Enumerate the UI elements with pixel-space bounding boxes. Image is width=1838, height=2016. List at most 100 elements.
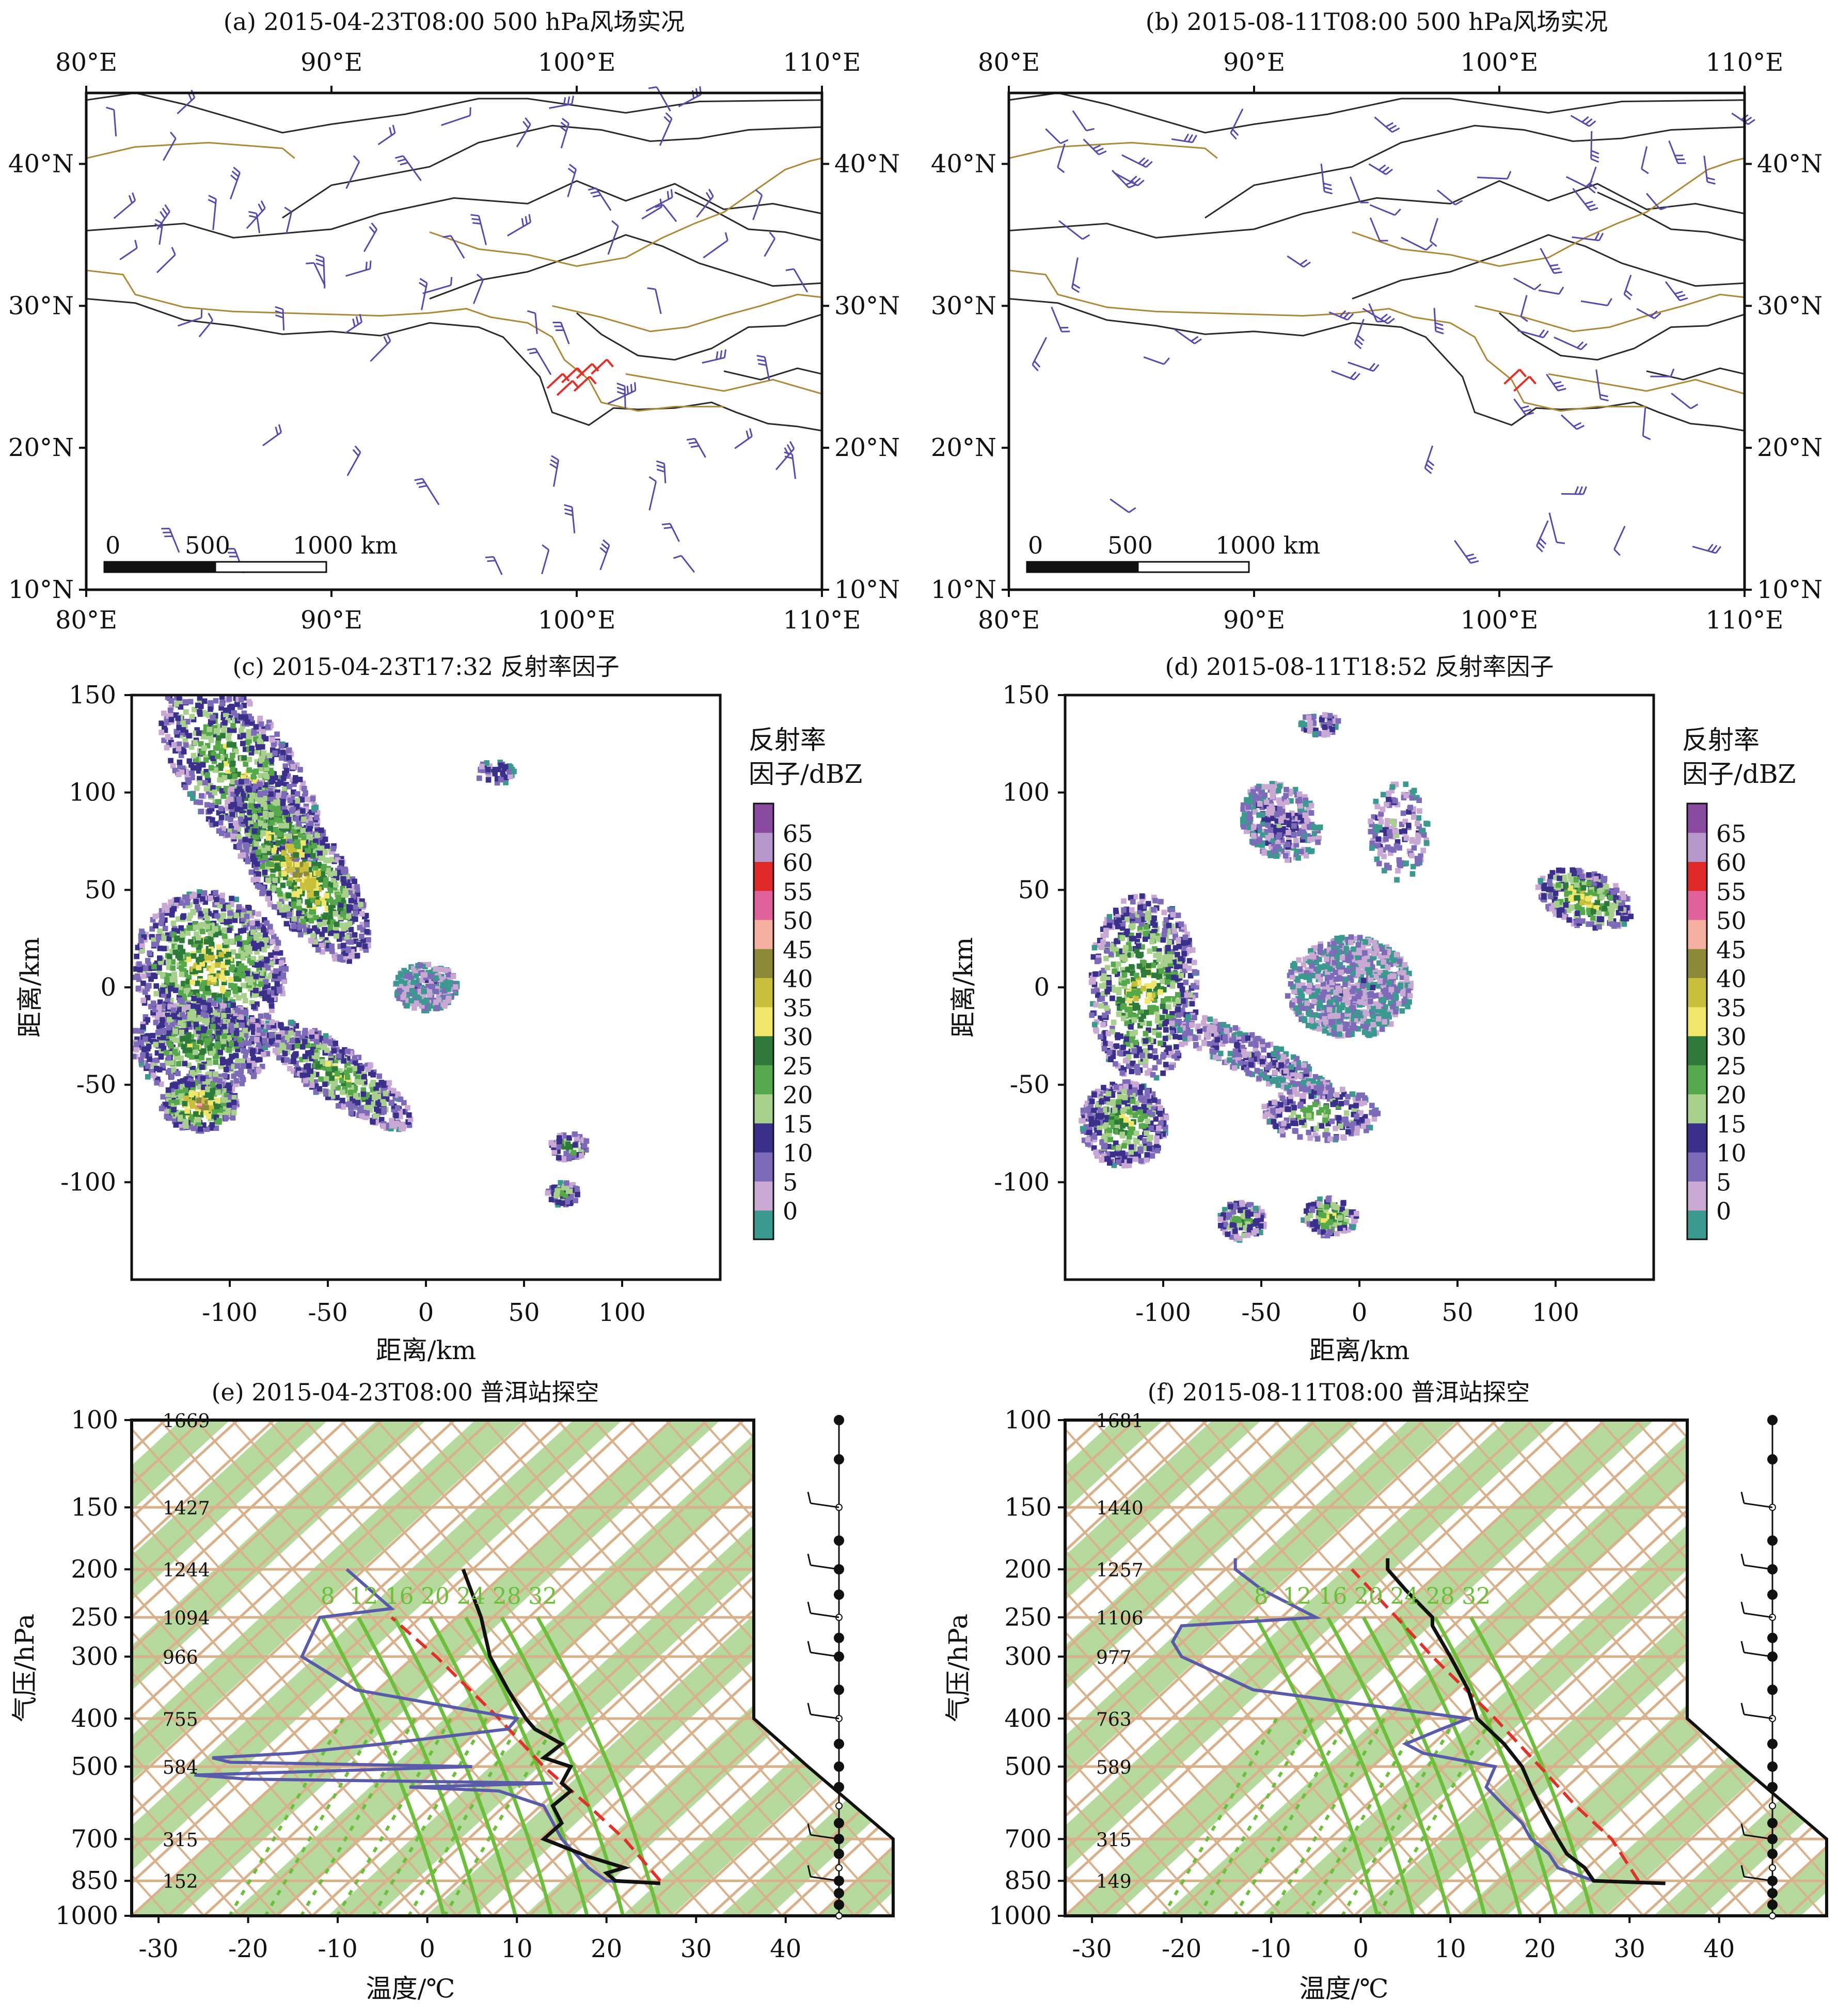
reflectivity-cell xyxy=(226,1035,232,1041)
reflectivity-cell xyxy=(291,923,297,930)
wind-barb xyxy=(275,306,285,330)
reflectivity-cell xyxy=(150,1000,156,1006)
reflectivity-cell xyxy=(260,753,266,759)
reflectivity-cell xyxy=(221,1003,227,1009)
reflectivity-cell xyxy=(159,912,165,919)
reflectivity-cell xyxy=(326,1071,332,1077)
wind-barb-flag xyxy=(1427,460,1435,466)
wind-barb-flag xyxy=(1586,180,1593,187)
reflectivity-cell xyxy=(194,989,200,995)
reflectivity-cell xyxy=(236,904,242,910)
reflectivity-cell xyxy=(230,949,236,955)
reflectivity-cell xyxy=(314,832,320,838)
reflectivity-cell xyxy=(204,980,211,985)
reflectivity-cell xyxy=(221,1033,227,1039)
reflectivity-cell xyxy=(220,715,227,720)
wind-barb xyxy=(370,333,391,362)
reflectivity-cell xyxy=(255,1031,261,1037)
reflectivity-cell xyxy=(282,874,289,880)
reflectivity-cell xyxy=(366,942,371,949)
reflectivity-cell xyxy=(419,984,425,990)
reflectivity-cell xyxy=(256,733,262,739)
reflectivity-cell xyxy=(138,1060,145,1066)
wind-barb-flag xyxy=(260,200,266,209)
panel-c-radar-reflectivity: (c) 2015-04-23T17:32 反射率因子-100 -50 0 50 1001… xyxy=(15,653,862,1365)
reflectivity-cell xyxy=(233,1052,239,1059)
wind-barb-staff xyxy=(507,222,531,237)
wind-barb-flag xyxy=(134,240,138,248)
reflectivity-cell xyxy=(322,882,328,888)
reflectivity-cell xyxy=(262,796,267,801)
reflectivity-cell xyxy=(272,952,278,958)
reflectivity-cell xyxy=(168,899,174,905)
wind-barb-staff xyxy=(1362,308,1388,324)
reflectivity-cell xyxy=(168,976,175,982)
reflectivity-cell xyxy=(438,1005,444,1011)
wind-barb-flag xyxy=(686,437,695,441)
reflectivity-cell xyxy=(213,890,218,896)
wind-barb-flag xyxy=(1385,122,1394,128)
reflectivity-cell xyxy=(378,1116,385,1123)
wind-barb xyxy=(1436,189,1463,206)
reflectivity-cell xyxy=(188,939,194,945)
reflectivity-cell xyxy=(194,727,200,733)
wind-barb-flag xyxy=(400,162,408,166)
reflectivity-cell xyxy=(430,984,435,989)
reflectivity-cell xyxy=(256,1045,262,1051)
wind-barb-flag xyxy=(1072,283,1081,289)
reflectivity-cell xyxy=(169,982,175,988)
reflectivity-cell xyxy=(322,1041,328,1047)
wind-barb-flag xyxy=(1138,157,1146,164)
wind-barb-staff xyxy=(752,195,763,220)
wind-barb xyxy=(442,234,465,259)
reflectivity-cell xyxy=(164,1050,169,1056)
reflectivity-cell xyxy=(283,767,290,774)
reflectivity-cell xyxy=(203,724,209,730)
reflectivity-cell xyxy=(220,976,227,982)
reflectivity-cell xyxy=(216,997,223,1003)
reflectivity-cell xyxy=(202,949,208,955)
wind-barb-flag xyxy=(365,261,368,270)
reflectivity-cell xyxy=(434,1005,440,1012)
reflectivity-cell xyxy=(404,992,410,998)
reflectivity-cell xyxy=(257,792,263,798)
reflectivity-cell xyxy=(247,980,253,986)
reflectivity-cell xyxy=(231,1032,237,1038)
reflectivity-cell xyxy=(145,958,151,964)
reflectivity-cell xyxy=(139,942,145,948)
reflectivity-cell xyxy=(397,988,403,994)
reflectivity-cell xyxy=(176,724,182,731)
reflectivity-cell xyxy=(406,1112,412,1118)
reflectivity-cell xyxy=(285,773,291,779)
reflectivity-cell xyxy=(311,906,317,912)
reflectivity-cell xyxy=(421,988,427,995)
reflectivity-cell xyxy=(254,759,260,765)
scale-bar-filled xyxy=(103,561,216,573)
reflectivity-cell xyxy=(276,988,282,994)
reflectivity-cell xyxy=(350,1096,355,1102)
y-tick-label-right: 10°N xyxy=(834,575,900,604)
reflectivity-cell xyxy=(356,1054,362,1061)
wind-barb-flag xyxy=(784,455,793,460)
reflectivity-cell xyxy=(230,779,235,785)
reflectivity-cell xyxy=(228,703,234,710)
y-tick-label-right: 30°N xyxy=(834,291,900,320)
reflectivity-cell xyxy=(307,912,313,918)
wind-barb-flag xyxy=(353,155,360,163)
wind-barb-flag xyxy=(249,215,258,218)
reflectivity-cell xyxy=(228,1022,234,1028)
reflectivity-cell xyxy=(247,734,252,739)
wind-barb xyxy=(1520,295,1528,322)
reflectivity-cell xyxy=(294,861,300,868)
reflectivity-cell xyxy=(348,1105,354,1111)
reflectivity-cell xyxy=(201,1005,208,1011)
reflectivity-cell xyxy=(261,990,267,996)
reflectivity-cell xyxy=(307,814,313,820)
wind-barb-staff xyxy=(571,507,576,533)
reflectivity-cell xyxy=(238,1006,244,1012)
reflectivity-cell xyxy=(226,1094,232,1100)
reflectivity-cell xyxy=(239,789,245,794)
reflectivity-cell xyxy=(283,895,289,901)
reflectivity-cell xyxy=(177,1017,182,1023)
reflectivity-cell xyxy=(294,824,300,830)
